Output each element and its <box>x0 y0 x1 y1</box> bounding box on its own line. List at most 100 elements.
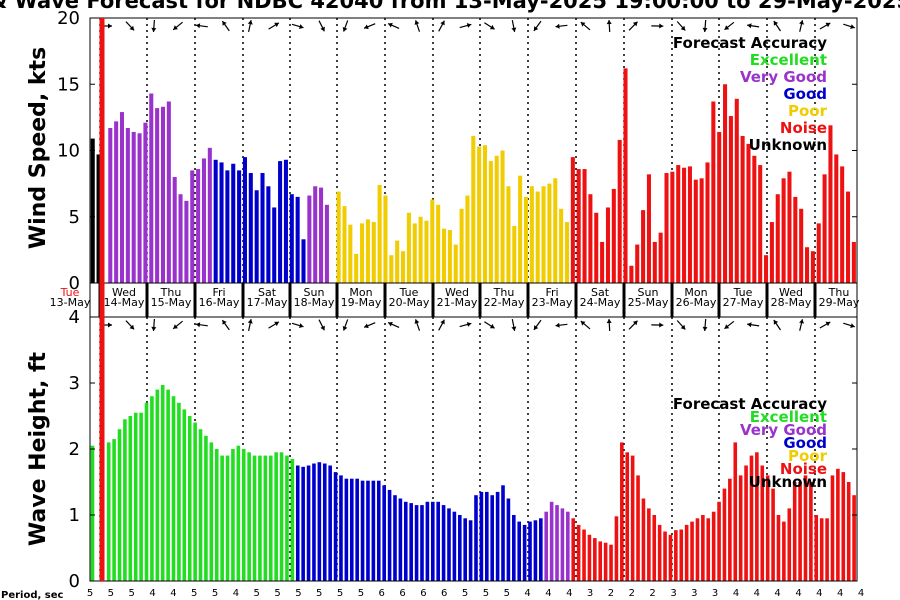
wave-bar <box>285 455 289 581</box>
wave-bar <box>474 495 478 581</box>
wind-bar <box>242 157 247 284</box>
wave-bar <box>252 455 257 581</box>
period-value: 5 <box>254 588 260 599</box>
wave-bar <box>274 452 278 581</box>
wind-bar <box>752 155 757 283</box>
wave-bar <box>128 416 133 581</box>
wave-bar <box>214 449 219 581</box>
wind-bar <box>781 178 786 283</box>
wave-bar <box>106 442 111 581</box>
wind-bar <box>219 162 224 283</box>
period-value: 4 <box>795 588 801 599</box>
wind-bar <box>336 191 341 283</box>
wind-direction-arrow <box>651 23 664 29</box>
period-value: 4 <box>170 588 176 599</box>
day-name-label: Mon <box>349 286 372 299</box>
wave-bar <box>198 429 203 581</box>
wave-direction-arrow <box>511 318 517 332</box>
wave-legend-poor: Poor <box>788 447 828 465</box>
period-label: Period, sec <box>1 590 64 600</box>
wave-bar <box>387 489 392 581</box>
wave-bar <box>679 529 684 581</box>
wind-bar <box>166 101 171 283</box>
wind-direction-arrow <box>125 21 135 31</box>
day-name-label: Sun <box>638 286 659 299</box>
wind-bar <box>266 186 271 283</box>
wind-bar <box>529 186 534 283</box>
period-value: 5 <box>87 588 93 599</box>
wind-bar <box>723 84 728 283</box>
wave-y-tick-label: 2 <box>69 439 80 460</box>
wave-bar <box>706 518 711 581</box>
wind-direction-arrow <box>172 21 183 31</box>
wave-bar <box>225 455 230 581</box>
wave-bar <box>371 480 376 581</box>
wind-bar <box>652 241 657 283</box>
wave-y-tick-label: 0 <box>69 571 80 592</box>
wind-legend-good: Good <box>783 85 827 103</box>
wind-y-tick-label: 10 <box>57 141 80 162</box>
day-name-label: Wed <box>445 286 469 299</box>
wave-bar <box>458 515 462 581</box>
wave-bar <box>695 518 700 581</box>
wave-direction-arrow <box>342 319 349 331</box>
wind-bar <box>430 199 435 283</box>
date-label: 29-May <box>819 296 860 309</box>
day-name-label: Fri <box>212 286 225 299</box>
wind-bar <box>436 204 441 283</box>
wind-direction-arrow <box>555 23 568 29</box>
wind-bar <box>851 241 856 283</box>
wind-direction-arrow <box>318 20 325 32</box>
wave-bar <box>641 498 646 581</box>
wave-bar <box>501 485 505 581</box>
wave-bar <box>144 402 149 581</box>
wave-bar <box>722 488 727 581</box>
wave-bar <box>150 396 154 581</box>
wind-direction-arrow <box>484 22 495 30</box>
wind-bar <box>114 121 119 283</box>
wave-bar <box>312 463 316 581</box>
wind-bar <box>389 255 394 283</box>
date-label: 14-May <box>104 296 145 309</box>
wave-panel: Wave Height, ft 0 1 2 3 4 Forecast Accuracy … <box>26 307 858 592</box>
period-values: 5 5 5 4 4 5 5 4 5 5 5 5 5 5 6 6 6 6 5 5 5 4 4 4 3 2 2 2 3 3 3 4 4 4 4 4 4 4 <box>87 588 864 599</box>
wind-bar <box>629 265 634 283</box>
wind-bar <box>547 183 552 284</box>
wind-bar <box>401 251 406 283</box>
wind-bar <box>746 143 751 284</box>
wave-bar <box>819 518 824 581</box>
period-value: 4 <box>858 588 864 599</box>
wind-direction-arrow <box>628 21 638 31</box>
date-label: 24-May <box>580 296 621 309</box>
wind-bar <box>143 122 148 284</box>
wave-bar <box>798 482 802 581</box>
wind-bar <box>96 154 101 283</box>
wave-bar <box>204 435 208 581</box>
wind-bar <box>518 175 523 283</box>
wind-bar <box>834 154 839 283</box>
wind-bar <box>119 112 125 283</box>
wave-bar <box>711 511 716 581</box>
period-value: 4 <box>233 588 239 599</box>
wave-bar <box>571 518 576 581</box>
wave-bar <box>258 455 262 581</box>
wave-direction-arrow <box>702 318 708 332</box>
wind-bar <box>260 173 265 283</box>
wave-bar <box>663 531 667 581</box>
wind-bar <box>553 178 558 283</box>
wind-bar <box>734 98 739 283</box>
wind-bar <box>307 195 312 283</box>
wave-bar <box>771 488 775 581</box>
wave-bar <box>674 530 678 581</box>
wave-direction-arrow <box>819 321 831 329</box>
wind-direction-arrow <box>459 23 472 29</box>
wind-bar <box>787 171 792 283</box>
wind-bar <box>125 127 130 283</box>
wind-direction-arrow <box>533 20 542 32</box>
wave-direction-arrow <box>773 319 781 331</box>
period-value: 2 <box>608 588 614 599</box>
wind-y-axis-label: Wind Speed, kts <box>26 47 51 249</box>
period-value: 5 <box>295 588 301 599</box>
wave-bar <box>755 452 759 581</box>
wind-bar <box>482 145 488 283</box>
